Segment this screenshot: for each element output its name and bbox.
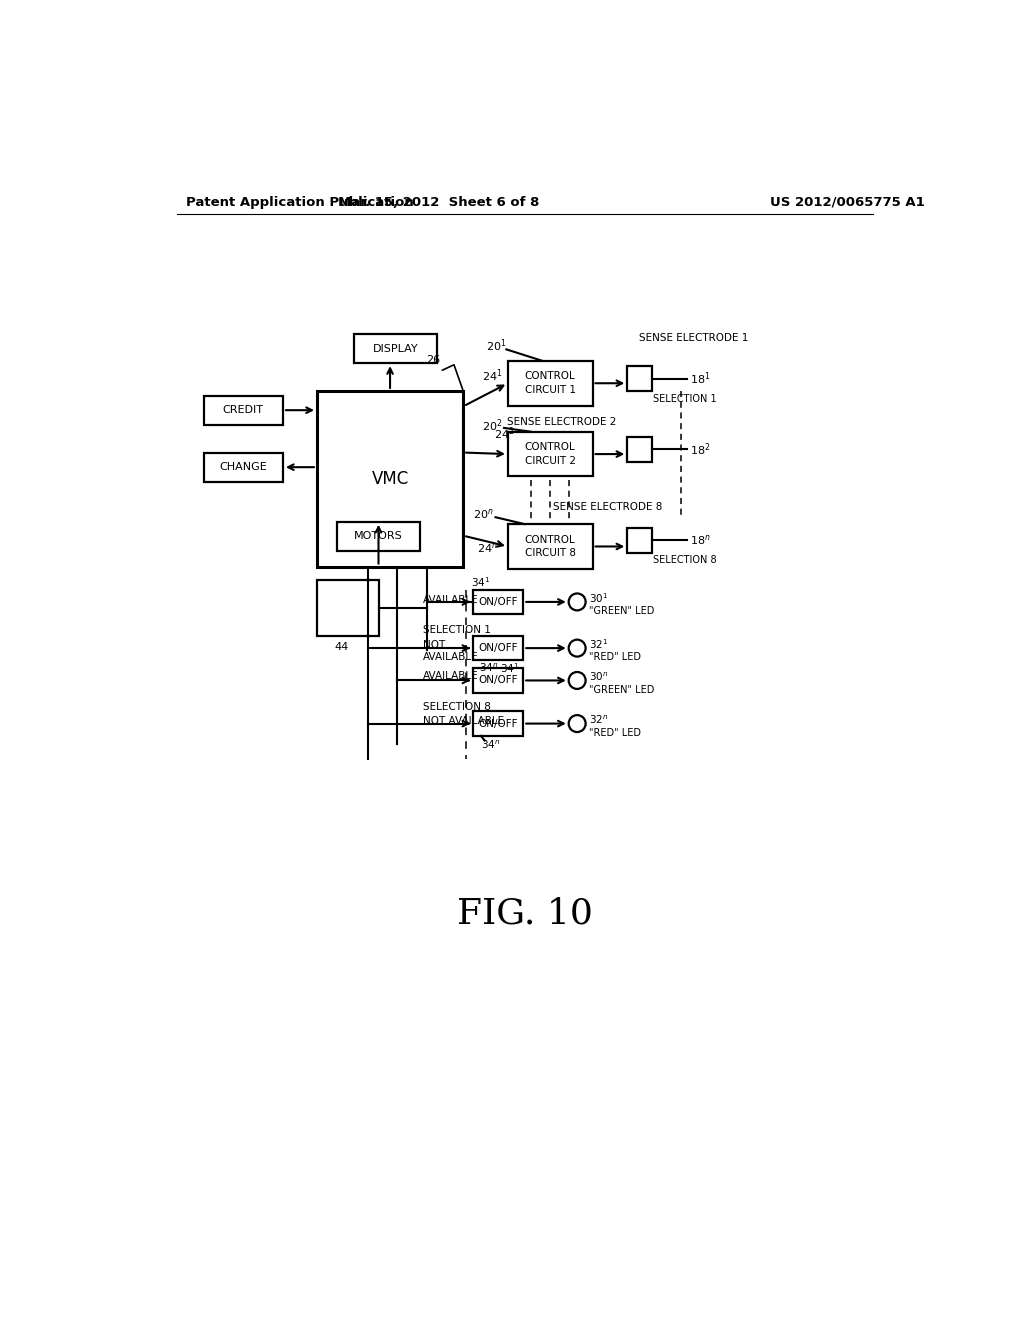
Bar: [204, 396, 283, 425]
Text: ON/OFF: ON/OFF: [478, 718, 518, 729]
Bar: [316, 581, 379, 636]
Bar: [508, 360, 593, 405]
Text: SENSE ELECTRODE 2: SENSE ELECTRODE 2: [507, 417, 616, 426]
Text: AVAILABLE: AVAILABLE: [423, 594, 479, 605]
Text: SELECTION 1: SELECTION 1: [653, 393, 717, 404]
Text: CONTROL: CONTROL: [525, 442, 575, 453]
Text: CREDIT: CREDIT: [223, 405, 264, 416]
Text: Mar. 15, 2012  Sheet 6 of 8: Mar. 15, 2012 Sheet 6 of 8: [338, 195, 540, 209]
Text: FIG. 10: FIG. 10: [457, 896, 593, 931]
Circle shape: [568, 715, 586, 733]
Text: $18^1$: $18^1$: [690, 371, 711, 387]
Text: 26: 26: [426, 355, 440, 366]
Text: "GREEN" LED: "GREEN" LED: [590, 606, 655, 616]
Text: ON/OFF: ON/OFF: [478, 676, 518, 685]
Text: ON/OFF: ON/OFF: [478, 597, 518, 607]
Text: $34^1$: $34^1$: [500, 661, 519, 675]
Text: $20^1$: $20^1$: [485, 337, 506, 354]
Bar: [473, 590, 523, 614]
Bar: [508, 432, 593, 477]
Bar: [473, 711, 523, 737]
Text: "GREEN" LED: "GREEN" LED: [590, 685, 655, 694]
Text: $34^n$: $34^n$: [478, 661, 498, 675]
Bar: [354, 334, 437, 363]
Text: ON/OFF: ON/OFF: [478, 643, 518, 653]
Text: NOT AVAILABLE: NOT AVAILABLE: [423, 715, 504, 726]
Text: VMC: VMC: [372, 470, 409, 487]
Text: CONTROL: CONTROL: [525, 371, 575, 381]
Text: $24^1$: $24^1$: [481, 367, 502, 384]
Bar: [316, 391, 463, 566]
Text: SENSE ELECTRODE 1: SENSE ELECTRODE 1: [639, 333, 749, 343]
Text: $30^n$: $30^n$: [590, 671, 609, 682]
Text: AVAILABLE: AVAILABLE: [423, 652, 479, 663]
Text: 44: 44: [335, 642, 348, 652]
Text: "RED" LED: "RED" LED: [590, 652, 641, 663]
Text: $34^1$: $34^1$: [471, 576, 490, 589]
Bar: [508, 524, 593, 569]
Bar: [473, 668, 523, 693]
Text: US 2012/0065775 A1: US 2012/0065775 A1: [770, 195, 925, 209]
Bar: [628, 528, 652, 553]
Circle shape: [568, 640, 586, 656]
Text: $18^n$: $18^n$: [690, 533, 711, 548]
Text: SELECTION 8: SELECTION 8: [423, 702, 492, 711]
Text: $34^n$: $34^n$: [481, 739, 501, 751]
Text: CHANGE: CHANGE: [219, 462, 267, 473]
Bar: [628, 367, 652, 391]
Text: SELECTION 8: SELECTION 8: [653, 556, 717, 565]
Circle shape: [568, 672, 586, 689]
Text: SENSE ELECTRODE 8: SENSE ELECTRODE 8: [553, 502, 662, 512]
Bar: [628, 437, 652, 462]
Text: SELECTION 1: SELECTION 1: [423, 624, 492, 635]
Text: NOT: NOT: [423, 640, 445, 649]
Text: DISPLAY: DISPLAY: [373, 343, 418, 354]
Text: MOTORS: MOTORS: [354, 532, 402, 541]
Text: $32^n$: $32^n$: [590, 714, 609, 726]
Text: $32^1$: $32^1$: [590, 638, 609, 651]
Text: CIRCUIT 8: CIRCUIT 8: [524, 548, 575, 558]
Bar: [337, 521, 420, 552]
Text: "RED" LED: "RED" LED: [590, 727, 641, 738]
Text: $20^2$: $20^2$: [482, 417, 503, 434]
Text: CIRCUIT 1: CIRCUIT 1: [524, 385, 575, 395]
Circle shape: [568, 594, 586, 610]
Bar: [473, 636, 523, 660]
Bar: [204, 453, 283, 482]
Text: $24^n$: $24^n$: [477, 541, 498, 554]
Text: CONTROL: CONTROL: [525, 535, 575, 545]
Text: AVAILABLE: AVAILABLE: [423, 671, 479, 681]
Text: $18^2$: $18^2$: [690, 441, 711, 458]
Text: CIRCUIT 2: CIRCUIT 2: [524, 455, 575, 466]
Text: $20^n$: $20^n$: [473, 507, 494, 521]
Text: Patent Application Publication: Patent Application Publication: [186, 195, 414, 209]
Text: $30^1$: $30^1$: [590, 591, 609, 605]
Text: $24^2$: $24^2$: [494, 426, 514, 442]
